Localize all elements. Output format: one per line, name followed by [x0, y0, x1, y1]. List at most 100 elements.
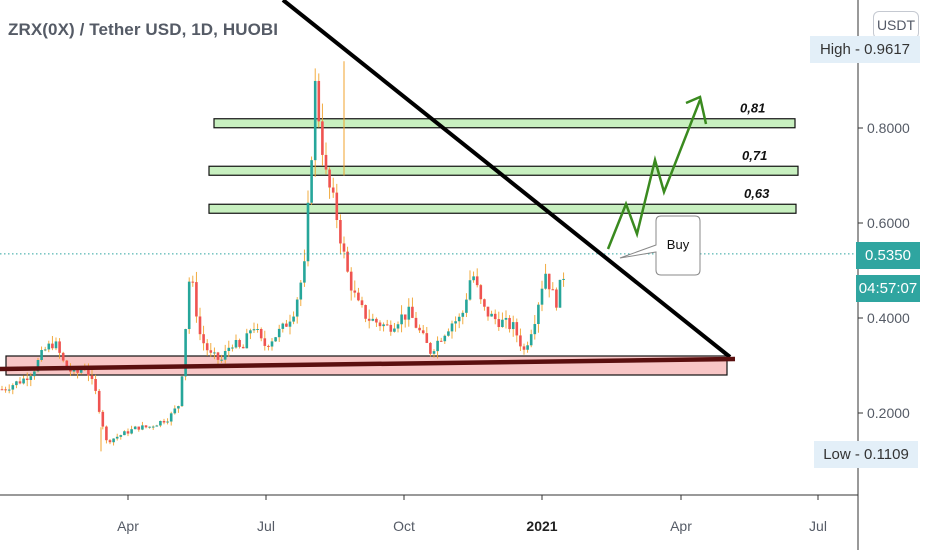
- candle-body: [468, 280, 472, 300]
- candle-body: [429, 342, 432, 354]
- candle-body: [87, 368, 90, 376]
- candle-body: [295, 299, 299, 317]
- chart-title: ZRX(0X) / Tether USD, 1D, HUOBI: [8, 20, 279, 39]
- candle-body: [0, 389, 4, 391]
- candle-body: [202, 334, 205, 344]
- projection-arrow: [606, 99, 702, 250]
- candle-body: [490, 313, 493, 317]
- candle-body: [475, 276, 479, 286]
- candle-body: [432, 351, 436, 354]
- x-tick-label: Jul: [257, 518, 275, 534]
- candle-body: [472, 276, 475, 281]
- candle-body: [378, 322, 382, 327]
- resistance-zone: [208, 203, 797, 214]
- candle-body: [522, 346, 526, 350]
- candle-body: [335, 192, 339, 221]
- candle-body: [11, 385, 15, 390]
- resistance-zone: [213, 118, 796, 129]
- candle-body: [317, 80, 321, 122]
- candle-body: [245, 333, 249, 349]
- candle-body: [220, 359, 223, 361]
- candle-body: [418, 327, 421, 331]
- candle-body: [421, 330, 425, 334]
- candle-body: [144, 425, 148, 428]
- currency-unit-button[interactable]: USDT: [873, 11, 919, 39]
- candle-body: [555, 289, 558, 308]
- candle-body: [259, 329, 263, 339]
- candle-body: [306, 202, 310, 262]
- high-price-label: High - 0.9617: [810, 36, 920, 63]
- candle-body: [540, 288, 544, 305]
- candle-body: [166, 421, 169, 423]
- candle-body: [105, 426, 108, 441]
- candle-body: [108, 440, 112, 443]
- candle-body: [209, 350, 213, 353]
- candle-body: [447, 331, 450, 336]
- candle-body: [353, 290, 357, 293]
- candle-body: [461, 312, 465, 317]
- candle-body: [303, 261, 306, 283]
- candle-body: [238, 340, 241, 347]
- candle-body: [227, 347, 231, 352]
- candle-body: [79, 369, 83, 373]
- candle-body: [288, 321, 292, 327]
- candle-body: [310, 160, 313, 203]
- candle-body: [533, 324, 537, 335]
- y-tick-label: 0.4000: [867, 310, 910, 326]
- candle-body: [115, 436, 119, 439]
- buy-callout: [619, 215, 701, 276]
- candle-body: [346, 251, 349, 272]
- low-price-label: Low - 0.1109: [814, 441, 918, 468]
- candle-body: [436, 340, 439, 352]
- candle-body: [47, 343, 51, 350]
- candle-body: [195, 282, 198, 317]
- candle-body: [213, 352, 216, 354]
- candle-body: [526, 345, 529, 350]
- candle-body: [112, 438, 115, 443]
- candle-body: [558, 279, 562, 308]
- candle-body: [450, 323, 454, 332]
- candle-body: [173, 408, 177, 414]
- y-tick-label: 0.8000: [867, 120, 910, 136]
- candle-body: [263, 338, 267, 346]
- candle-body: [331, 187, 335, 193]
- projection-arrowhead: [685, 95, 708, 125]
- candle-body: [285, 323, 288, 327]
- candle-body: [256, 329, 259, 331]
- candle-body: [51, 343, 54, 349]
- candle-body: [367, 318, 371, 321]
- candle-body: [151, 426, 155, 428]
- candle-body: [65, 360, 69, 368]
- x-tick-label: Oct: [393, 518, 415, 534]
- candle-body: [162, 420, 166, 423]
- y-tick-label: 0.2000: [867, 405, 910, 421]
- candle-body: [454, 321, 457, 324]
- candle-body: [155, 425, 159, 427]
- candle-body: [130, 429, 133, 434]
- candle-body: [33, 371, 36, 377]
- candle-body: [393, 328, 396, 332]
- candle-body: [371, 318, 375, 321]
- candle-body: [126, 431, 130, 434]
- candle-body: [349, 271, 353, 291]
- candle-body: [119, 435, 123, 437]
- candle-body: [101, 411, 105, 427]
- level-label: 0,71: [742, 148, 767, 163]
- candle-body: [339, 220, 342, 244]
- candle-body: [547, 273, 551, 290]
- bar-countdown-label: 04:57:07: [856, 275, 920, 302]
- candle-body: [18, 381, 22, 384]
- candle-body: [486, 306, 490, 317]
- candle-body: [22, 378, 25, 384]
- candle-body: [497, 319, 501, 328]
- candle-body: [267, 345, 270, 347]
- candle-body: [40, 350, 43, 361]
- buy-label: Buy: [667, 237, 690, 252]
- candle-body: [72, 369, 76, 372]
- x-tick-label: Jul: [809, 518, 827, 534]
- candle-body: [180, 376, 184, 407]
- candle-body: [411, 306, 414, 318]
- candle-body: [360, 300, 364, 306]
- candle-body: [234, 340, 238, 348]
